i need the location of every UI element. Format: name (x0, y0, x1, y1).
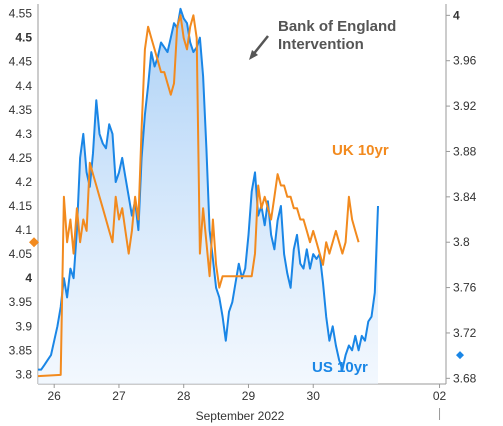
left-tick-label: 4.15 (9, 199, 33, 213)
uk-10yr-line (37, 14, 360, 378)
right-tick-label: 3.72 (453, 326, 477, 340)
left-tick-label: 4.35 (9, 103, 33, 117)
right-tick-label: 3.8 (453, 235, 470, 249)
us-10yr-line (38, 7, 379, 371)
left-tick-label: 4 (25, 271, 32, 285)
series-layer (29, 7, 464, 378)
uk-series-label: UK 10yr (332, 142, 389, 159)
annotation-arrow-head (249, 50, 258, 60)
left-axis: 3.8 3.85 3.9 3.95 4 4.05 4.1 4.15 4.2 4.25 4.3 4.35… (9, 7, 33, 382)
x-tick-label: 30 (307, 389, 321, 403)
left-tick-label: 4.45 (9, 55, 33, 69)
right-tick-label: 3.68 (453, 371, 477, 385)
right-tick-label: 4 (453, 8, 460, 22)
x-tick-label: 02 (433, 389, 447, 403)
x-tick-label: 27 (112, 389, 126, 403)
chart-labels: September 2022 Bank of England Intervent… (196, 18, 397, 423)
left-tick-label: 4.05 (9, 247, 33, 261)
x-tick-label: 26 (48, 389, 62, 403)
x-axis: 26 27 28 29 30 02 (48, 384, 447, 420)
left-tick-label: 4.25 (9, 151, 33, 165)
right-tick-label: 3.96 (453, 54, 477, 68)
left-tick-label: 3.95 (9, 295, 33, 309)
right-tick-label: 3.92 (453, 99, 477, 113)
x-axis-title: September 2022 (196, 409, 285, 423)
left-tick-label: 3.8 (15, 367, 32, 381)
left-tick-label: 3.85 (9, 343, 33, 357)
left-tick-label: 4.4 (15, 79, 32, 93)
uk-last-value-marker (29, 237, 39, 248)
x-tick-label: 28 (177, 389, 191, 403)
annotation-line-2: Intervention (278, 36, 364, 53)
left-tick-label: 3.9 (15, 319, 32, 333)
annotation-line-1: Bank of England (278, 18, 396, 35)
left-tick-label: 4.2 (15, 175, 32, 189)
x-tick-label: 29 (242, 389, 256, 403)
left-tick-label: 4.1 (15, 223, 32, 237)
right-axis: 3.68 3.72 3.76 3.8 3.84 3.88 3.92 3.96 4 (446, 8, 477, 385)
left-tick-label: 4.3 (15, 127, 32, 141)
right-tick-label: 3.88 (453, 144, 477, 158)
left-tick-label: 4.55 (9, 7, 33, 21)
left-tick-label: 4.5 (15, 31, 32, 45)
right-tick-label: 3.76 (453, 281, 477, 295)
right-tick-label: 3.84 (453, 190, 477, 204)
us-last-value-marker (456, 351, 464, 360)
us-series-label: US 10yr (312, 359, 368, 376)
